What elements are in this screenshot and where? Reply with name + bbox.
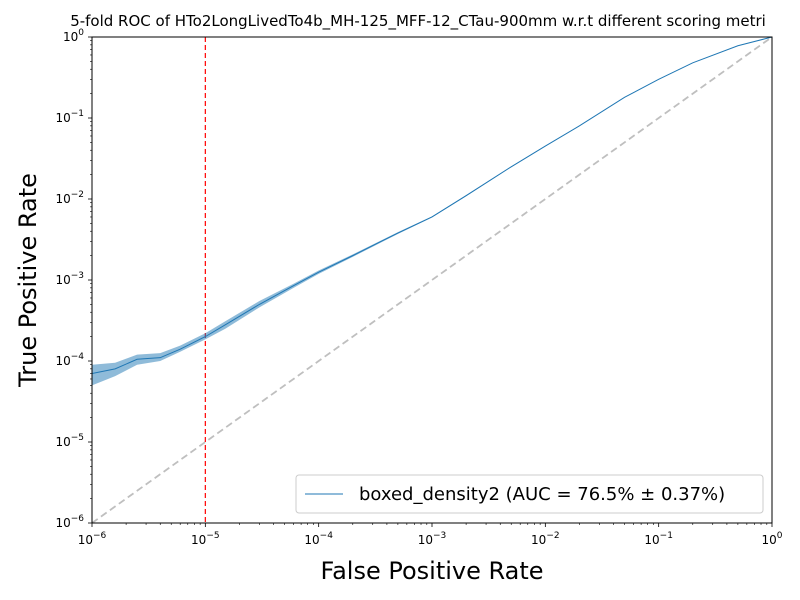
x-tick-label: 10−1 xyxy=(644,531,673,547)
y-tick-label: 10−5 xyxy=(55,433,84,449)
axes-layer: 10−6 10−5 10−4 10−3 10−2 10−1 100 10−6 10−5 10−4 1… xyxy=(55,28,782,547)
y-tick-label: 10−4 xyxy=(55,352,84,368)
y-tick-label: 10−1 xyxy=(55,109,84,125)
x-tick-label: 10−2 xyxy=(531,531,560,547)
x-tick-label: 100 xyxy=(761,531,782,547)
plot-frame xyxy=(91,36,773,524)
legend: boxed_density2 (AUC = 76.5% ± 0.37%) xyxy=(295,474,764,514)
legend-box xyxy=(295,474,764,514)
y-tick-label: 10−3 xyxy=(55,271,84,287)
y-tick-label: 100 xyxy=(63,28,84,44)
y-axis-label: True Positive Rate xyxy=(14,173,42,388)
plot-layer xyxy=(92,37,772,523)
x-tick-label: 10−3 xyxy=(418,531,447,547)
random-guess-line xyxy=(92,37,772,523)
y-tick-label: 10−6 xyxy=(55,514,84,530)
x-tick-label: 10−6 xyxy=(78,531,107,547)
legend-entry: boxed_density2 (AUC = 76.5% ± 0.37%) xyxy=(359,484,725,505)
y-tick-label: 10−2 xyxy=(55,190,84,206)
x-axis-label: False Positive Rate xyxy=(320,557,543,585)
x-tick-label: 10−4 xyxy=(304,531,333,547)
x-tick-label: 10−5 xyxy=(191,531,220,547)
chart-title: 5-fold ROC of HTo2LongLivedTo4b_MH-125_M… xyxy=(70,12,766,31)
roc-curve-line xyxy=(92,37,772,375)
